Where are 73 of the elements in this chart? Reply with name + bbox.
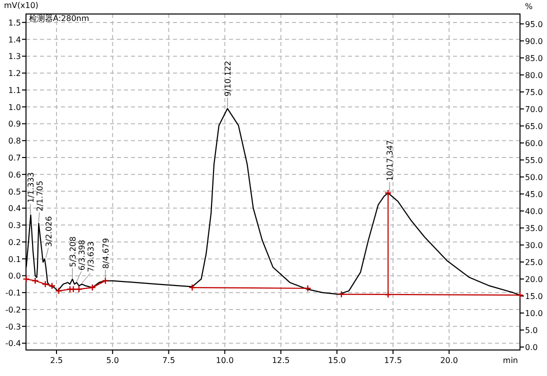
y2-tick-label: 50.0: [525, 172, 543, 182]
point: [384, 291, 392, 298]
annotation: 检测器A:280nm: [29, 14, 90, 23]
point: [102, 277, 109, 284]
point: [55, 287, 62, 295]
point: [42, 280, 49, 288]
y-tick-label: 0.3: [8, 221, 21, 230]
x-tick-label: 12.5: [272, 356, 290, 365]
point: [32, 277, 39, 284]
annotation: 7/3.633: [86, 241, 96, 272]
y-tick-label: 1.3: [8, 52, 21, 62]
x-tick-label: 7.5: [162, 356, 176, 365]
y2-tick-label: 45.0: [525, 190, 543, 199]
y2-tick-label: 65.0: [525, 122, 543, 131]
point: [48, 282, 56, 290]
x-tick-label: 10.0: [216, 356, 234, 365]
y-tick-label: -0.4: [5, 339, 21, 348]
y2-tick-label: 95.0: [525, 20, 543, 29]
y-tick-label: 0.7: [8, 154, 21, 163]
point: [88, 284, 96, 292]
y2-tick-label: 15.0: [525, 292, 543, 302]
y-tick-label: 0.0: [8, 272, 21, 281]
y2-tick-label: 5.0: [525, 326, 538, 336]
y-tick-label: 0.2: [8, 238, 21, 247]
y2-tick-label: 80.0: [525, 70, 543, 80]
point: [188, 284, 196, 292]
annotation: 9/10.122: [224, 60, 233, 97]
y-tick-label: -0.3: [5, 322, 21, 332]
y2-tick-label: 40.0: [525, 206, 543, 216]
annotation: 8/4.679: [101, 238, 110, 269]
y2-tick-label: 20.0: [525, 275, 543, 284]
y2-axis-title: %: [525, 2, 533, 11]
y-tick-label: 1.5: [8, 18, 21, 28]
y2-tick-label: 25.0: [525, 258, 543, 267]
y2-tick-label: 60.0: [525, 138, 543, 148]
y2-tick-label: 75.0: [525, 88, 543, 97]
point: [304, 284, 312, 292]
x-tick-label: 2.5: [50, 356, 63, 365]
y2-tick-label: 30.0: [525, 240, 543, 250]
y-tick-label: 0.1: [8, 254, 21, 264]
annotation: 5/3.208: [68, 236, 78, 268]
x-tick-label: 17.5: [384, 356, 402, 365]
x-tick-label: 20.0: [440, 356, 458, 365]
x-tick-label: 15.0: [328, 356, 346, 365]
y-tick-label: -0.1: [5, 288, 21, 298]
y2-tick-label: 90.0: [525, 36, 543, 46]
y-tick-label: 0.5: [8, 187, 21, 196]
y-tick-label: 0.9: [8, 120, 21, 129]
y-tick-label: 0.4: [8, 204, 21, 214]
y2-tick-label: 35.0: [525, 224, 543, 233]
point: [338, 290, 346, 298]
y-tick-label: 1.4: [8, 35, 21, 44]
y2-tick-label: 85.0: [525, 54, 543, 63]
y2-tick-label: 0.0: [525, 343, 538, 352]
annotation: 6/3.398: [77, 240, 86, 270]
y-tick-label: 1.2: [8, 69, 21, 78]
point: [75, 286, 83, 293]
y-tick-label: -0.2: [5, 305, 21, 314]
y2-tick-label: 70.0: [525, 104, 543, 114]
y-tick-label: 0.6: [8, 170, 21, 180]
annotation: 1/1.333: [26, 172, 36, 203]
x-tick-label: 5.0: [106, 356, 119, 365]
y-tick-label: 0.8: [8, 136, 21, 146]
annotation: 2/1.705: [35, 180, 44, 212]
y2-tick-label: 55.0: [525, 156, 543, 165]
y-tick-label: 1.1: [8, 86, 21, 95]
annotation: 3/2.026: [44, 216, 54, 247]
annotation: 10/17.347: [386, 140, 395, 181]
y-axis-title: mV(x10): [4, 1, 38, 10]
y-tick-label: 1.0: [8, 102, 21, 112]
x-axis-title: min: [502, 356, 518, 365]
point: [70, 286, 77, 293]
y2-tick-label: 10.0: [525, 309, 543, 318]
